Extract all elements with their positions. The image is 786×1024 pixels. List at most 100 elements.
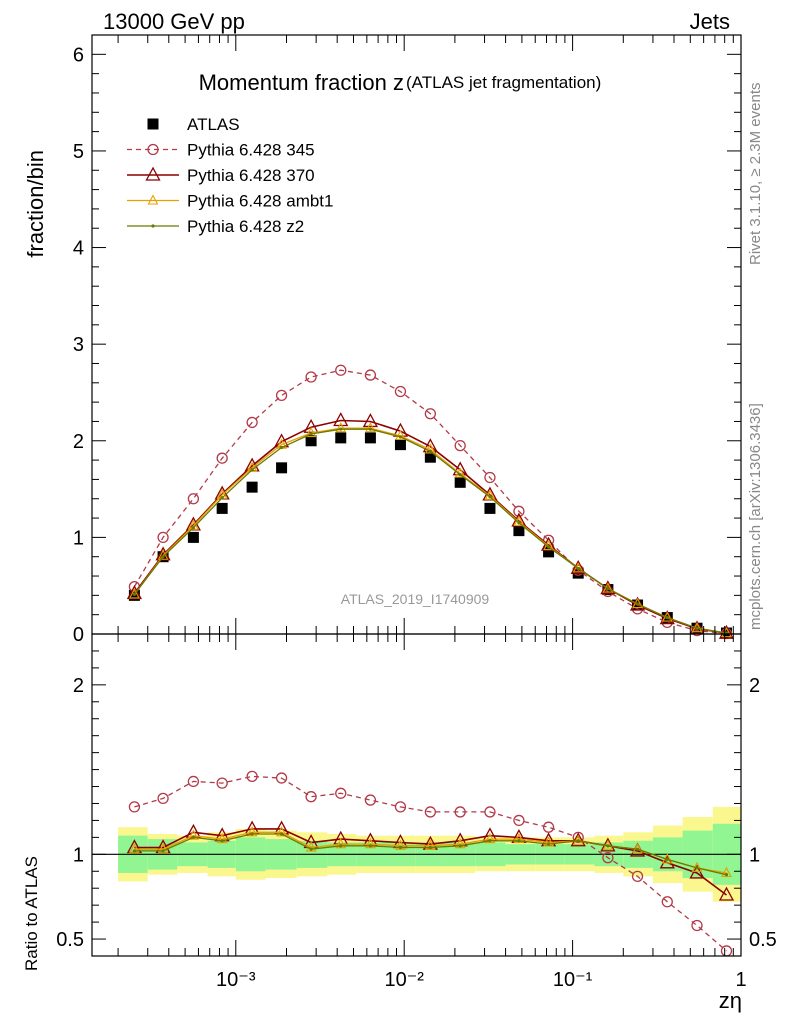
y-tick-label-ratio-right: 2 <box>749 675 760 697</box>
data-point-1-4 <box>246 416 258 429</box>
legend-marker-2 <box>145 166 161 181</box>
data-point-2-16 <box>600 580 616 595</box>
data-point-2-14 <box>543 836 554 847</box>
y-tick-label-main: 5 <box>73 141 84 163</box>
data-point-3-2 <box>191 835 195 839</box>
data-point-3-17 <box>635 847 640 851</box>
data-point-0-3 <box>216 777 228 789</box>
data-point-3-9 <box>395 429 406 440</box>
data-point-2-10 <box>424 839 436 850</box>
data-point-2-7 <box>333 412 349 427</box>
data-point-3-6 <box>305 426 317 438</box>
data-point-1-8 <box>364 369 377 381</box>
data-point-1-3 <box>216 452 228 464</box>
y-tick-label-main: 4 <box>73 238 84 260</box>
data-point-0-0 <box>128 801 141 813</box>
y-tick-label-ratio-right: 1 <box>749 844 760 866</box>
data-point-0-9 <box>394 801 407 813</box>
data-point-4-7 <box>339 427 343 431</box>
data-point-3-16 <box>602 582 614 593</box>
series-line-0 <box>134 775 727 952</box>
y-tick-label-main: 1 <box>73 527 84 549</box>
data-point-3-9 <box>398 845 403 850</box>
y-tick-label-main: 6 <box>73 44 84 66</box>
data-point-0-12 <box>484 502 496 514</box>
data-point-0-13 <box>513 814 525 827</box>
data-point-2-15 <box>570 559 586 574</box>
data-point-0-16 <box>602 852 614 864</box>
data-point-0-4 <box>246 481 258 493</box>
data-point-3-15 <box>572 562 584 573</box>
data-point-1-11 <box>454 439 466 452</box>
data-point-3-19 <box>695 866 699 870</box>
data-point-2-1 <box>157 843 169 854</box>
x-tick-label: 10⁻² <box>384 969 424 991</box>
data-point-3-11 <box>458 844 462 848</box>
data-point-0-7 <box>335 787 347 799</box>
data-point-2-6 <box>305 841 317 852</box>
data-point-3-20 <box>724 873 729 877</box>
data-point-2-5 <box>276 826 287 837</box>
data-point-4-19 <box>695 626 699 630</box>
data-point-2-0 <box>128 843 140 854</box>
data-point-2-8 <box>362 413 378 428</box>
data-point-0-14 <box>542 821 555 833</box>
data-point-3-18 <box>665 857 669 862</box>
data-point-1-18 <box>659 854 675 869</box>
data-point-3-8 <box>368 844 373 848</box>
data-point-0-7 <box>335 432 347 444</box>
mcplots-side-label: mcplots.cern.ch [arXiv:1306.3436] <box>747 403 764 630</box>
data-point-4-9 <box>398 435 403 439</box>
data-point-4-1 <box>161 555 165 559</box>
title-main: Momentum fraction z <box>199 70 404 95</box>
data-point-4-6 <box>309 432 313 436</box>
data-point-4-16 <box>606 586 610 591</box>
data-point-1-6 <box>305 371 317 383</box>
y-tick-label-ratio-left: 1 <box>73 844 84 866</box>
data-point-4-13 <box>517 521 521 525</box>
data-point-4-3 <box>220 496 224 500</box>
ratio-y-axis-label: Ratio to ATLAS <box>22 856 41 971</box>
data-point-3-1 <box>161 849 165 853</box>
data-point-0-6 <box>305 791 317 803</box>
x-axis-label: zη <box>719 988 742 1013</box>
data-point-1-5 <box>275 389 288 402</box>
y-tick-label-ratio-left: 2 <box>73 675 84 697</box>
data-point-0-6 <box>305 435 317 447</box>
data-point-3-4 <box>250 832 254 836</box>
legend-marker-3 <box>147 194 159 205</box>
data-point-0-3 <box>216 502 228 514</box>
data-point-1-9 <box>394 385 407 398</box>
series-line-1 <box>134 828 727 896</box>
data-point-4-18 <box>665 615 669 620</box>
y-tick-label-main: 0 <box>73 624 84 646</box>
title-sub: (ATLAS jet fragmentation) <box>406 73 601 92</box>
data-point-4-10 <box>428 449 432 454</box>
data-point-0-10 <box>424 451 436 463</box>
data-point-1-1 <box>157 531 169 544</box>
data-point-1-15 <box>570 832 586 847</box>
legend-label-0: ATLAS <box>187 115 240 134</box>
data-point-3-3 <box>220 839 224 843</box>
ratio-frame <box>91 633 742 957</box>
data-point-3-13 <box>517 839 521 843</box>
data-point-4-0 <box>132 592 137 596</box>
data-point-4-12 <box>488 495 492 499</box>
data-point-0-2 <box>187 775 200 788</box>
data-point-0-15 <box>572 831 584 844</box>
data-point-0-19 <box>691 919 703 932</box>
data-point-0-1 <box>157 792 169 805</box>
data-point-0-18 <box>661 896 673 908</box>
header-left: 13000 GeV pp <box>103 9 245 34</box>
data-point-4-15 <box>576 566 580 570</box>
ratio-series-layer <box>126 770 735 957</box>
data-point-1-7 <box>335 364 347 376</box>
data-point-4-5 <box>279 445 284 450</box>
x-tick-label: 10⁻¹ <box>553 969 593 991</box>
data-point-0-13 <box>513 525 525 537</box>
data-point-4-8 <box>368 427 373 431</box>
data-point-2-15 <box>572 834 584 845</box>
y-tick-label-main: 2 <box>73 431 84 453</box>
legend-label-1: Pythia 6.428 345 <box>187 141 315 160</box>
